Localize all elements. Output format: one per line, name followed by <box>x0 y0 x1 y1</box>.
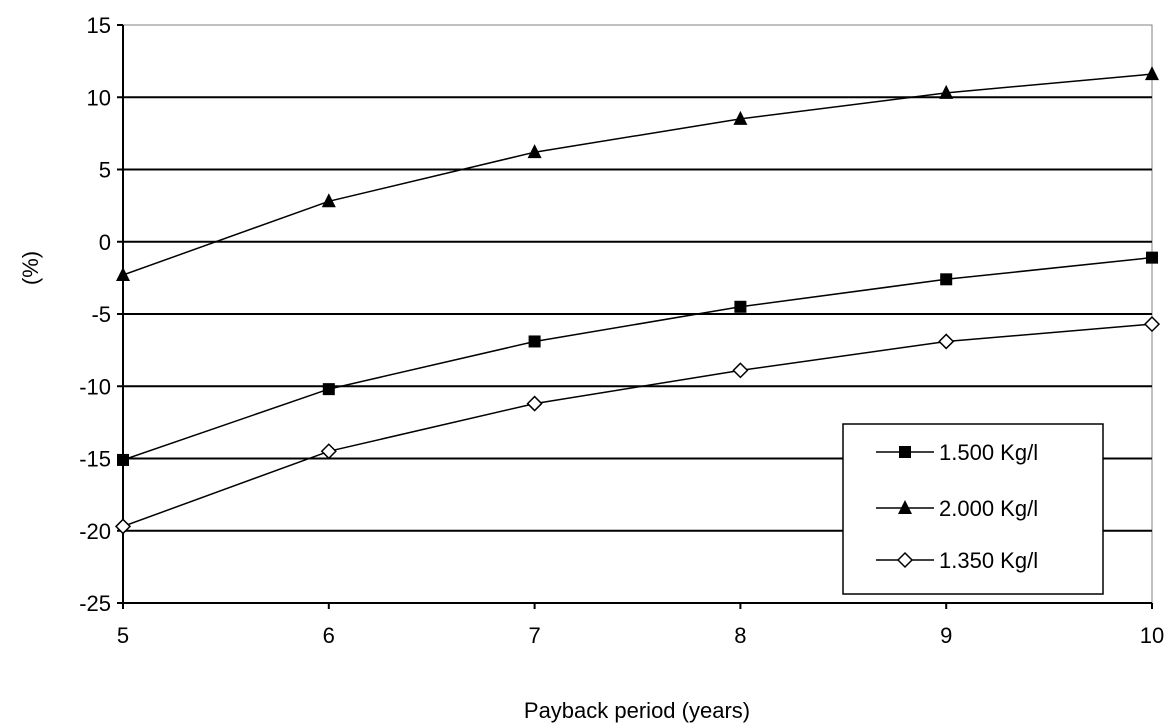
data-point <box>114 518 132 535</box>
legend-marker-triangle-icon <box>898 500 912 514</box>
legend-marker <box>898 500 912 514</box>
legend-marker <box>899 446 911 458</box>
y-tick-label: 15 <box>87 13 111 38</box>
data-point <box>938 333 955 350</box>
series-line-2 <box>122 73 1153 276</box>
series-line-1 <box>122 256 1153 461</box>
y-tick-label: 10 <box>87 85 111 110</box>
data-point <box>527 144 542 159</box>
y-axis-label: (%) <box>18 251 43 285</box>
series-line-3 <box>122 323 1153 528</box>
y-tick-label: -5 <box>91 302 111 327</box>
legend-label-2: 2.000 Kg/l <box>939 496 1038 521</box>
data-point <box>940 273 953 286</box>
y-tick-label: -15 <box>79 447 111 472</box>
data-point <box>117 453 129 466</box>
data-point <box>733 110 748 125</box>
legend-label-3: 1.350 Kg/l <box>939 548 1038 573</box>
y-tick-label: -25 <box>79 591 111 616</box>
data-point <box>526 395 543 412</box>
legend-entry-2: 2.000 Kg/l <box>876 496 1038 521</box>
y-tick-label: -10 <box>79 374 111 399</box>
data-point <box>1145 66 1159 81</box>
x-tick-label: 6 <box>323 623 335 648</box>
x-tick-label: 10 <box>1140 623 1164 648</box>
legend-entry-3: 1.350 Kg/l <box>876 548 1038 573</box>
y-tick-label: -20 <box>79 519 111 544</box>
series-3 <box>114 316 1161 535</box>
data-point <box>322 383 335 396</box>
data-point <box>939 84 954 99</box>
data-point <box>528 335 541 348</box>
series-2 <box>116 66 1159 281</box>
y-tick-label: 0 <box>99 230 111 255</box>
legend-marker <box>896 551 914 569</box>
y-axis-ticks: 15 10 5 0 -5 -10 -15 -20 -25 <box>79 13 123 616</box>
data-point <box>1146 251 1158 264</box>
x-tick-label: 9 <box>940 623 952 648</box>
y-tick-label: 5 <box>99 158 111 183</box>
data-point <box>321 193 336 208</box>
x-axis-label: Payback period (years) <box>524 698 750 723</box>
legend-marker-square-icon <box>899 446 911 458</box>
data-point <box>1143 316 1161 333</box>
data-point <box>732 362 749 379</box>
x-tick-label: 7 <box>528 623 540 648</box>
series-layer <box>114 66 1161 535</box>
data-point <box>320 443 337 460</box>
x-axis-ticks: 5 6 7 8 9 10 <box>117 603 1164 648</box>
series-1 <box>117 251 1158 466</box>
data-point <box>116 266 130 281</box>
x-tick-label: 5 <box>117 623 129 648</box>
legend-marker-diamond-icon <box>896 551 914 569</box>
data-point <box>734 300 747 313</box>
x-tick-label: 8 <box>734 623 746 648</box>
legend: 1.500 Kg/l 2.000 Kg/l 1.350 Kg/l <box>842 423 1104 595</box>
legend-entry-1: 1.500 Kg/l <box>876 440 1038 465</box>
legend-label-1: 1.500 Kg/l <box>939 440 1038 465</box>
